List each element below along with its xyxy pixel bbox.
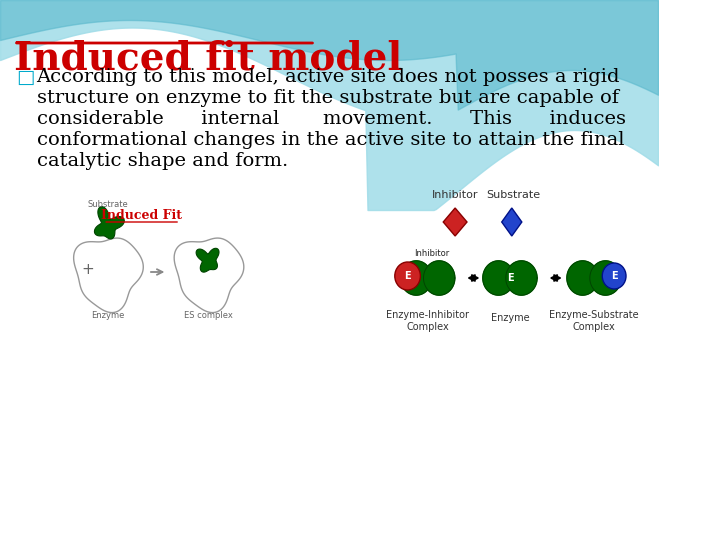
- Text: conformational changes in the active site to attain the final: conformational changes in the active sit…: [37, 131, 624, 149]
- Text: Enzyme-Substrate
Complex: Enzyme-Substrate Complex: [549, 309, 639, 332]
- Circle shape: [395, 262, 420, 290]
- Text: Inhibitor: Inhibitor: [432, 190, 478, 200]
- Text: catalytic shape and form.: catalytic shape and form.: [37, 152, 288, 170]
- Text: Inhibitor: Inhibitor: [414, 249, 449, 258]
- Polygon shape: [483, 261, 514, 295]
- Text: structure on enzyme to fit the substrate but are capable of: structure on enzyme to fit the substrate…: [37, 89, 618, 107]
- Polygon shape: [423, 261, 455, 295]
- Text: Enzyme-Inhibitor
Complex: Enzyme-Inhibitor Complex: [386, 309, 469, 332]
- Polygon shape: [567, 261, 598, 295]
- Polygon shape: [174, 238, 244, 313]
- Polygon shape: [400, 261, 432, 295]
- Polygon shape: [590, 261, 621, 295]
- Text: According to this model, active site does not posses a rigid: According to this model, active site doe…: [37, 68, 620, 86]
- Text: □: □: [17, 68, 35, 87]
- Text: Induced Fit: Induced Fit: [101, 209, 182, 222]
- Text: E: E: [507, 273, 513, 283]
- Circle shape: [602, 263, 626, 289]
- Polygon shape: [73, 238, 143, 313]
- Text: Induced fit model: Induced fit model: [14, 40, 402, 78]
- Polygon shape: [444, 208, 467, 236]
- Text: Substrate: Substrate: [487, 190, 541, 200]
- Text: Enzyme: Enzyme: [91, 311, 125, 320]
- Text: +: +: [81, 261, 94, 276]
- Text: Enzyme: Enzyme: [490, 313, 529, 323]
- Polygon shape: [196, 248, 219, 272]
- Text: E: E: [405, 271, 411, 281]
- Text: considerable      internal       movement.      This      induces: considerable internal movement. This ind…: [37, 110, 626, 128]
- Polygon shape: [502, 208, 522, 236]
- Polygon shape: [94, 207, 125, 239]
- Text: ES complex: ES complex: [184, 311, 233, 320]
- Text: E: E: [611, 271, 618, 281]
- Polygon shape: [505, 261, 537, 295]
- Text: Substrate: Substrate: [87, 200, 128, 209]
